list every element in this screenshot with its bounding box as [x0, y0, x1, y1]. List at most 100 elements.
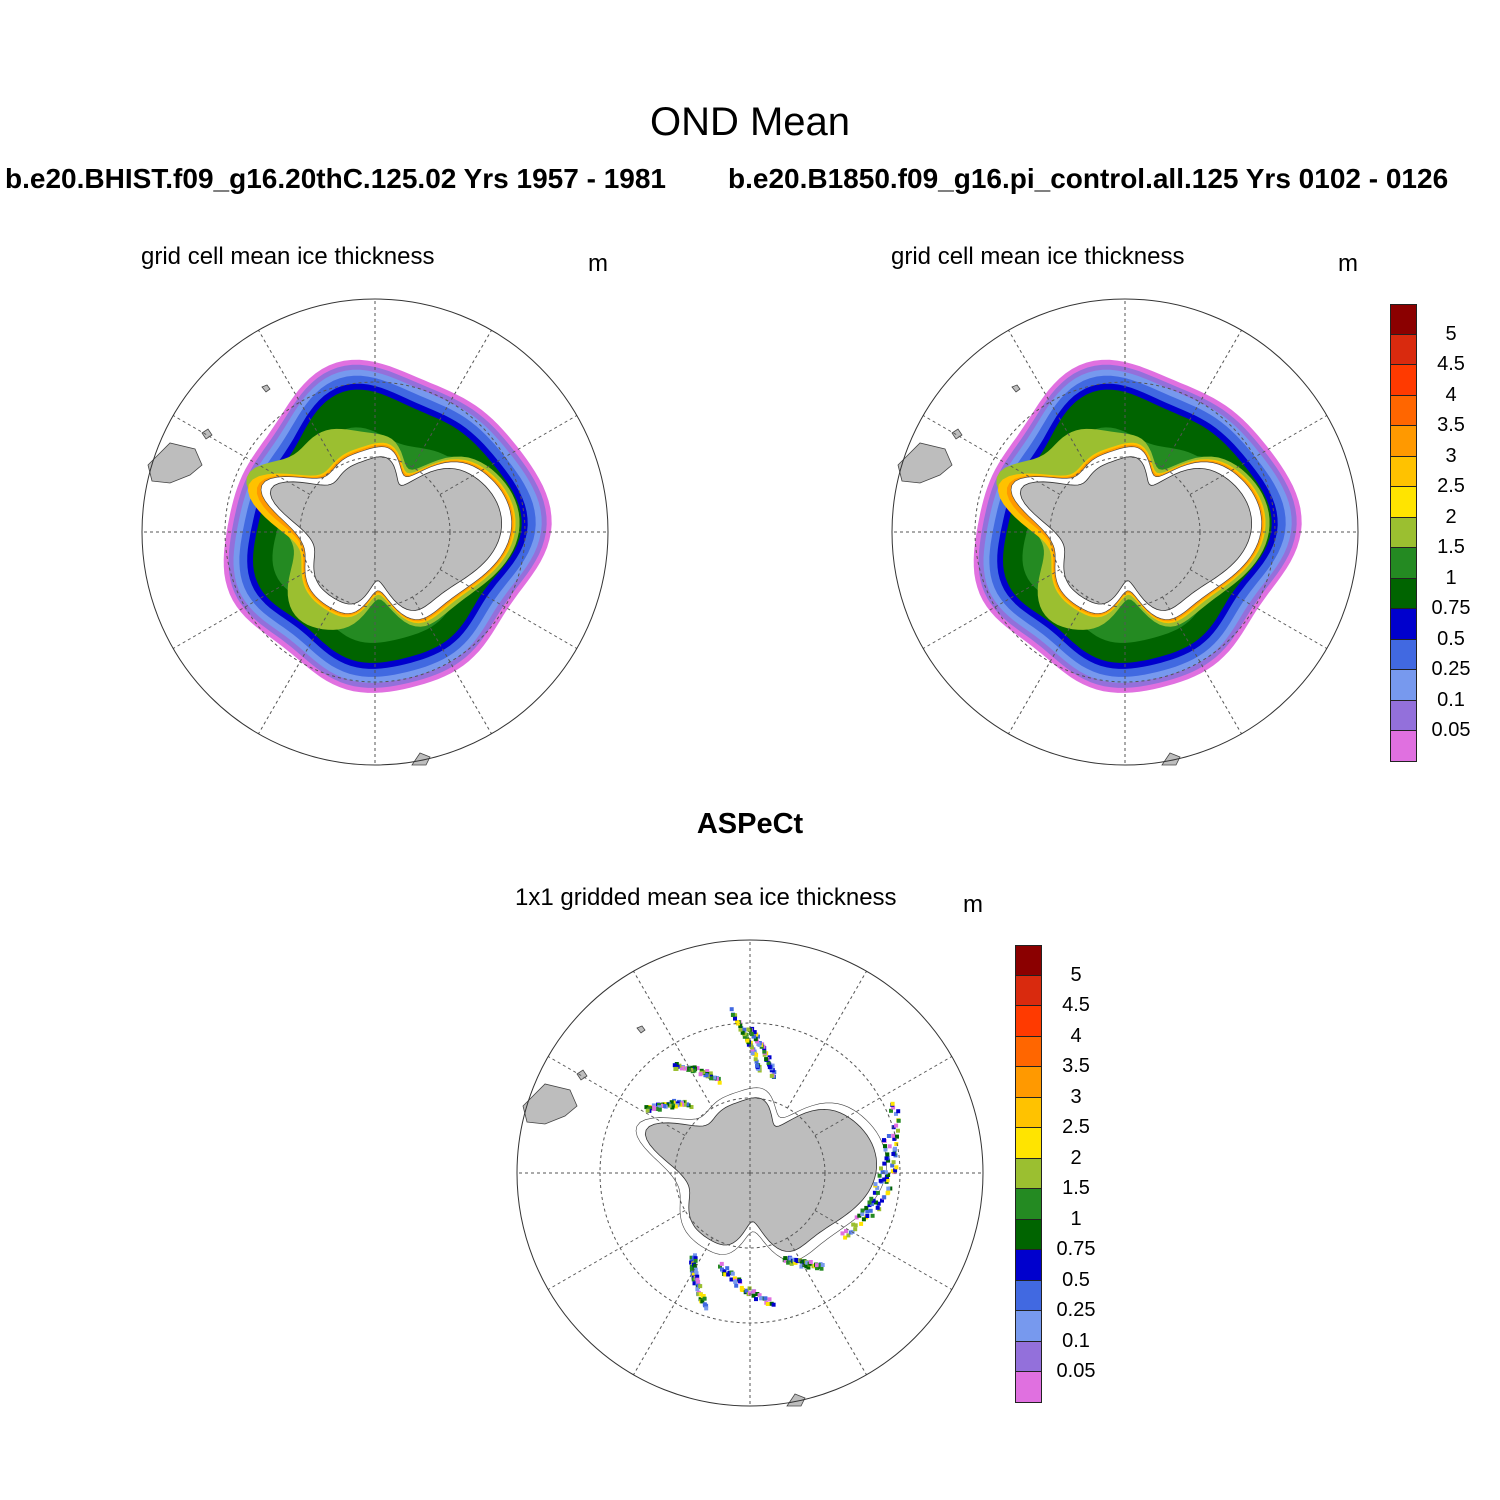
- observation-cell: [657, 1103, 661, 1107]
- observation-cell: [853, 1223, 858, 1228]
- observation-cell: [718, 1264, 722, 1269]
- meridian-line: [814, 1056, 953, 1136]
- observation-cell: [762, 1049, 767, 1054]
- colorbar-label: 0.5: [1062, 1268, 1090, 1291]
- meridian-line: [172, 415, 311, 495]
- observation-cell: [885, 1152, 890, 1157]
- observation-cell: [737, 1279, 742, 1283]
- observation-cell: [882, 1195, 887, 1200]
- observation-cell: [755, 1292, 760, 1296]
- colorbar-label: 0.05: [1431, 719, 1471, 741]
- observation-cell: [872, 1190, 877, 1195]
- colorbar-label: 1: [1445, 566, 1457, 589]
- south-georgia-land: [636, 1025, 646, 1034]
- observation-cell: [805, 1260, 810, 1265]
- meridian-line: [258, 329, 338, 468]
- observation-cell: [891, 1105, 896, 1110]
- meridian-line: [172, 569, 311, 649]
- observation-cell: [896, 1128, 900, 1133]
- observation-cell: [704, 1306, 709, 1311]
- observation-cell: [746, 1027, 751, 1032]
- observation-cell: [844, 1229, 848, 1234]
- meridian-line: [1189, 569, 1328, 649]
- colorbar-label: 3.5: [1437, 414, 1465, 436]
- colorbar-label: 0.25: [1431, 658, 1471, 680]
- observation-cell: [869, 1202, 874, 1207]
- observation-cell: [727, 1271, 732, 1275]
- observation-cell: [756, 1034, 760, 1039]
- observation-cell: [651, 1103, 656, 1108]
- observation-cell: [894, 1111, 898, 1116]
- observation-cell: [679, 1066, 684, 1071]
- observation-cell: [698, 1072, 703, 1077]
- observation-cell: [875, 1185, 880, 1190]
- colorbar-swatch: [1015, 1280, 1042, 1311]
- observation-cell: [689, 1260, 694, 1265]
- observation-cell: [670, 1105, 675, 1110]
- figure-title: OND Mean: [649, 100, 851, 144]
- colorbar-swatch: [1015, 1097, 1042, 1128]
- observation-cell: [751, 1034, 756, 1039]
- observation-cell: [859, 1221, 864, 1226]
- colorbar-label: 3: [1070, 1085, 1082, 1108]
- observation-cell: [891, 1133, 896, 1138]
- polar-map-right: [891, 298, 1359, 766]
- meridian-line: [439, 569, 578, 649]
- colorbar-swatch: [1390, 578, 1417, 609]
- observation-cell: [893, 1168, 898, 1173]
- observation-cell: [879, 1166, 883, 1171]
- observation-cell: [894, 1123, 899, 1128]
- observation-cell: [685, 1102, 690, 1107]
- polar-map-left: [141, 298, 609, 766]
- meridian-line: [547, 1056, 686, 1136]
- colorbar-label: 3.5: [1062, 1055, 1090, 1077]
- panel-units-bottom: m: [963, 891, 983, 918]
- meridian-line: [922, 415, 1061, 495]
- observation-cell: [861, 1217, 866, 1222]
- observation-cell: [689, 1268, 694, 1273]
- colorbar-label: 0.75: [1056, 1238, 1096, 1260]
- observation-cell: [725, 1266, 730, 1271]
- colorbar-label: 2: [1445, 505, 1457, 528]
- meridian-line: [787, 1237, 867, 1376]
- observation-cell: [752, 1030, 757, 1035]
- observation-cell: [738, 1024, 743, 1028]
- observation-cell: [864, 1205, 869, 1210]
- observation-cell: [730, 1271, 735, 1276]
- observation-cell: [877, 1173, 882, 1178]
- observation-cell: [767, 1297, 772, 1302]
- colorbar-label: 0.75: [1431, 597, 1471, 619]
- observation-cell: [754, 1297, 758, 1302]
- colorbar-swatch: [1015, 1006, 1042, 1037]
- observation-cell: [875, 1190, 880, 1195]
- observation-cell: [846, 1233, 851, 1238]
- observation-cell: [754, 1032, 759, 1037]
- observation-cell: [867, 1203, 872, 1208]
- panel-subtitle-left: grid cell mean ice thickness: [141, 243, 435, 270]
- south-georgia-land: [1011, 384, 1021, 393]
- observation-cell: [657, 1105, 662, 1110]
- colorbar-swatch: [1390, 731, 1417, 762]
- observation-cell: [891, 1125, 896, 1130]
- observation-cell: [723, 1272, 728, 1277]
- observation-cell: [673, 1067, 678, 1071]
- observation-cell: [767, 1065, 772, 1070]
- map-boundary: [891, 298, 1359, 766]
- observation-cell: [695, 1274, 700, 1279]
- observation-cell: [886, 1186, 891, 1191]
- observation-cell: [893, 1146, 897, 1151]
- observation-cell: [895, 1134, 899, 1139]
- observation-cell: [746, 1042, 751, 1047]
- observation-cell: [865, 1209, 870, 1214]
- observation-cell: [890, 1169, 895, 1174]
- colorbar-label: 4: [1445, 383, 1457, 406]
- observation-cell: [698, 1292, 703, 1297]
- observation-cell: [753, 1057, 758, 1062]
- observation-cell: [665, 1102, 670, 1107]
- observation-cell: [890, 1101, 895, 1106]
- map-boundary: [516, 939, 984, 1407]
- observation-cell: [887, 1144, 892, 1149]
- observation-cell: [766, 1060, 771, 1065]
- colorbar-label: 0.05: [1056, 1360, 1096, 1382]
- colorbar-swatch: [1390, 426, 1417, 457]
